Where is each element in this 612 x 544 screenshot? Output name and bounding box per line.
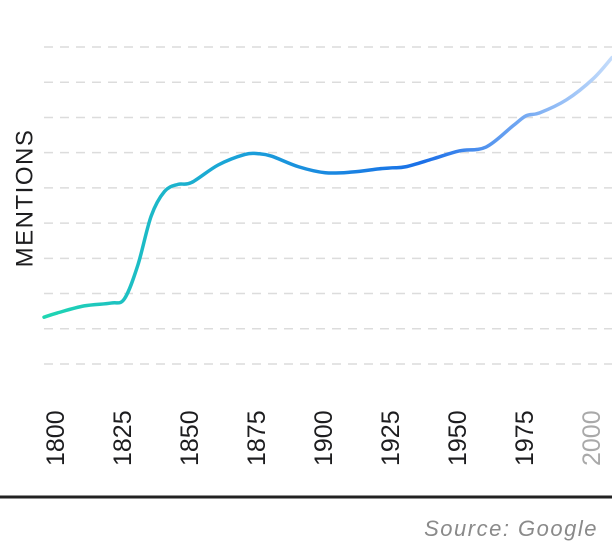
x-tick-label: 1850 (176, 410, 204, 466)
x-tick-label: 1975 (511, 410, 539, 466)
x-tick-label: 1900 (310, 410, 338, 466)
x-tick-label: 2000 (578, 410, 606, 466)
y-axis-label: MENTIONS (11, 129, 38, 268)
x-tick-label: 1950 (444, 410, 472, 466)
x-tick-label: 1875 (243, 410, 271, 466)
x-tick-label: 1800 (42, 410, 70, 466)
line (42, 55, 612, 319)
source: Source: Google (424, 516, 598, 541)
x-tick-label: 1825 (109, 410, 137, 466)
x-tick-label: 1925 (377, 410, 405, 466)
